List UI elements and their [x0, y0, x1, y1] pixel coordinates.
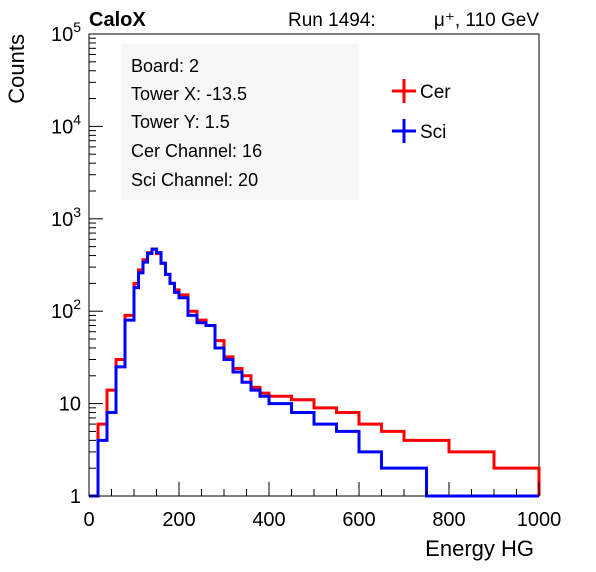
legend-label-sci: Sci	[420, 122, 446, 143]
y-tick-label: 10	[59, 394, 81, 416]
x-tick-label: 800	[432, 509, 465, 531]
info-sci-channel: Sci Channel: 20	[131, 170, 258, 190]
series-layer	[89, 247, 541, 498]
info-board: Board: 2	[131, 56, 199, 76]
legend-label-cer: Cer	[420, 82, 451, 103]
x-tick-label: 1000	[517, 509, 562, 531]
info-tower-x: Tower X: -13.5	[131, 84, 247, 104]
y-ticks: 1 10 102 103 104 105	[51, 19, 103, 508]
legend-marker-sci	[392, 119, 416, 143]
particle-energy: μ⁺, 110 GeV	[434, 10, 539, 31]
y-axis-label: Counts	[4, 34, 29, 104]
series-sci-line	[89, 247, 539, 498]
y-tick-label: 1	[70, 486, 81, 508]
series-cer-line	[89, 247, 541, 498]
info-box-bg	[121, 44, 359, 200]
info-cer-channel: Cer Channel: 16	[131, 141, 262, 161]
x-tick-label: 0	[83, 509, 94, 531]
y-tick-label: 103	[51, 204, 81, 231]
x-tick-label: 600	[342, 509, 375, 531]
x-tick-label: 200	[162, 509, 195, 531]
y-tick-label: 102	[51, 296, 81, 323]
y-tick-label: 105	[51, 19, 81, 46]
legend-marker-cer	[392, 79, 416, 103]
x-axis-label: Energy HG	[425, 536, 534, 561]
experiment-label: CaloX	[89, 9, 146, 31]
info-tower-y: Tower Y: 1.5	[131, 112, 230, 132]
y-tick-label: 104	[51, 111, 81, 138]
x-ticks: 0 200 400 600 800 1000	[83, 482, 561, 531]
x-tick-label: 400	[252, 509, 285, 531]
legend: Cer Sci	[392, 79, 451, 143]
run-label: Run 1494:	[288, 10, 376, 31]
info-box: Board: 2 Tower X: -13.5 Tower Y: 1.5 Cer…	[131, 56, 262, 190]
